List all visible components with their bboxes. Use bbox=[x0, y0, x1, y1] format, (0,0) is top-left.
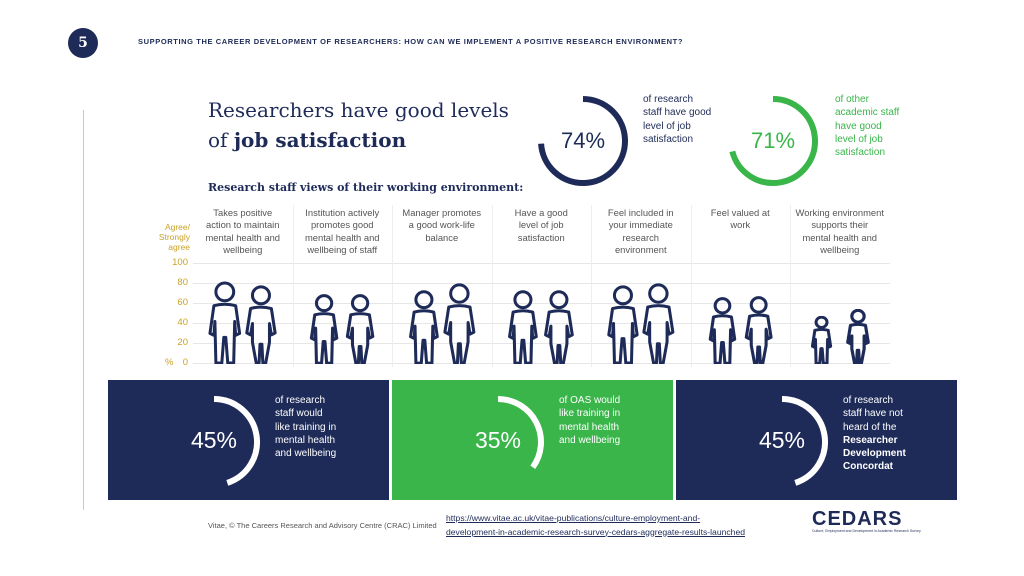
stat-panel: 45% of research staff have not heard of the… bbox=[676, 380, 957, 500]
person-icon bbox=[443, 283, 476, 364]
column-separator bbox=[591, 205, 592, 367]
person-icon bbox=[544, 290, 575, 364]
cedars-logo-tagline: Culture, Employment and Development in A… bbox=[812, 529, 921, 533]
stat-line: of research bbox=[643, 94, 694, 105]
y-tick-label: 40 bbox=[177, 317, 188, 328]
panel-value: 35% bbox=[474, 427, 522, 453]
copyright: Vitae, © The Careers Research and Adviso… bbox=[208, 521, 437, 530]
stat-text-other-academic: of other academic staff have good level … bbox=[835, 93, 899, 159]
stat-value: 71% bbox=[751, 128, 795, 153]
y-tick-label: 100 bbox=[172, 257, 188, 268]
panel-donut bbox=[781, 396, 828, 486]
column-separator bbox=[491, 205, 493, 367]
category-label: Institution actively promotes good mental … bbox=[304, 207, 380, 256]
column-separator bbox=[690, 205, 692, 367]
stat-line: level of job bbox=[643, 120, 691, 132]
stat-text-research: of research staff have good level of job… bbox=[643, 93, 711, 146]
panel-arc bbox=[213, 396, 260, 486]
stat-line: have good bbox=[835, 120, 882, 132]
panel-value: 45% bbox=[190, 427, 238, 453]
headline: Researchers have good levels of job sati… bbox=[208, 95, 509, 155]
stat-panel: 45% of research staff would like training i… bbox=[108, 380, 389, 500]
column-separator bbox=[790, 205, 791, 367]
person-icon bbox=[245, 285, 277, 364]
stat-donut-other-academic: 71% bbox=[729, 96, 818, 186]
y-unit: % bbox=[165, 357, 174, 368]
stat-line: satisfaction bbox=[643, 133, 694, 145]
person-icon bbox=[708, 297, 736, 364]
stat-arc bbox=[729, 96, 818, 186]
gridline bbox=[193, 263, 890, 264]
panel-donut bbox=[497, 396, 544, 470]
source-link-line2[interactable]: development-in-academic-research-survey-… bbox=[446, 526, 746, 537]
gridline bbox=[193, 323, 890, 324]
stat-line: academic staff bbox=[835, 107, 900, 119]
stat-value: 74% bbox=[561, 128, 605, 153]
divider-line bbox=[83, 110, 84, 510]
y-tick-label: 60 bbox=[177, 297, 188, 308]
cedars-logo: CEDARS bbox=[812, 508, 903, 530]
person-icon bbox=[309, 294, 339, 364]
panel-arc bbox=[781, 396, 828, 486]
panel-value: 45% bbox=[758, 427, 806, 453]
stat-panel: 35% of OAS would like training in mental he… bbox=[392, 380, 673, 500]
column-separator bbox=[292, 205, 294, 367]
person-icon bbox=[208, 281, 242, 364]
person-icon bbox=[811, 316, 833, 364]
category-label: Takes positive action to maintain mental h… bbox=[205, 207, 281, 256]
slide-number: 5 bbox=[68, 28, 98, 58]
category-label: Working environment supports their mental … bbox=[795, 207, 884, 256]
stat-line: satisfaction bbox=[835, 147, 886, 159]
gridline bbox=[193, 283, 890, 284]
panel-donut bbox=[213, 396, 260, 486]
gridline bbox=[193, 303, 890, 304]
panel-text: of research staff would like training in me… bbox=[275, 395, 337, 460]
person-icon bbox=[744, 296, 773, 364]
y-tick-label: 20 bbox=[177, 337, 188, 348]
gridline bbox=[193, 363, 890, 364]
column-separator bbox=[392, 205, 393, 367]
stat-arc bbox=[538, 96, 628, 186]
stat-line: level of job bbox=[835, 133, 883, 145]
headline-line1: Researchers have good levels bbox=[208, 98, 509, 122]
category-label: Have a good level of job satisfaction bbox=[514, 207, 568, 243]
person-icon bbox=[845, 309, 870, 364]
y-tick-label: 80 bbox=[177, 277, 188, 288]
source-link[interactable]: https://www.vitae.ac.uk/vitae-publicatio… bbox=[446, 512, 745, 539]
category-label: Feel valued at work bbox=[710, 207, 770, 231]
stat-line: of other bbox=[835, 94, 869, 105]
category-label: Manager promotes a good work-life balance bbox=[402, 207, 482, 243]
chart-title: Research staff views of their working en… bbox=[208, 181, 524, 194]
y-tick-label: 0 bbox=[182, 357, 188, 368]
headline-line2: of job satisfaction bbox=[208, 125, 509, 155]
person-icon bbox=[408, 290, 439, 364]
gridline bbox=[193, 343, 890, 344]
person-icon bbox=[642, 283, 675, 364]
headline-bold: job satisfaction bbox=[233, 128, 407, 152]
person-icon bbox=[345, 294, 375, 364]
source-link-line1[interactable]: https://www.vitae.ac.uk/vitae-publicatio… bbox=[446, 513, 701, 523]
stat-line: staff have good bbox=[643, 107, 712, 119]
y-axis-label: Agree/ Strongly agree bbox=[158, 222, 190, 252]
person-icon bbox=[508, 290, 539, 364]
stat-donut-research: 74% bbox=[538, 96, 628, 186]
person-icon bbox=[607, 285, 639, 364]
panel-text: of research staff have not heard of the Res… bbox=[843, 395, 906, 473]
category-label: Feel included in your immediate research en… bbox=[607, 207, 674, 256]
headline-prefix: of bbox=[208, 128, 234, 152]
panel-text: of OAS would like training in mental healt… bbox=[559, 395, 621, 446]
panel-arc bbox=[497, 396, 544, 470]
slide-title: SUPPORTING THE CAREER DEVELOPMENT OF RES… bbox=[138, 37, 684, 46]
